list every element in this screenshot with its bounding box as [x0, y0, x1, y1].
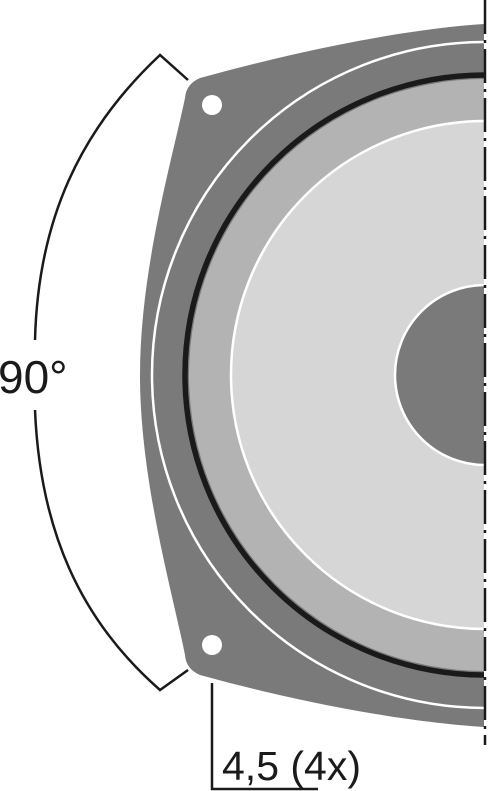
frame-inner-ring [150, 40, 484, 710]
mounting-hole-top [202, 95, 222, 115]
speaker-cone [229, 119, 484, 631]
surround-outline [182, 72, 484, 678]
hole-label: 4,5 (4x) [222, 743, 361, 789]
mounting-hole-bottom [202, 635, 222, 655]
angle-label: 90° [0, 351, 68, 403]
hole-leader-line [210, 683, 318, 791]
dust-cap [393, 283, 484, 467]
angle-arc-lower [33, 409, 189, 692]
speaker-half [140, 24, 484, 727]
angle-arc-upper [33, 53, 189, 341]
